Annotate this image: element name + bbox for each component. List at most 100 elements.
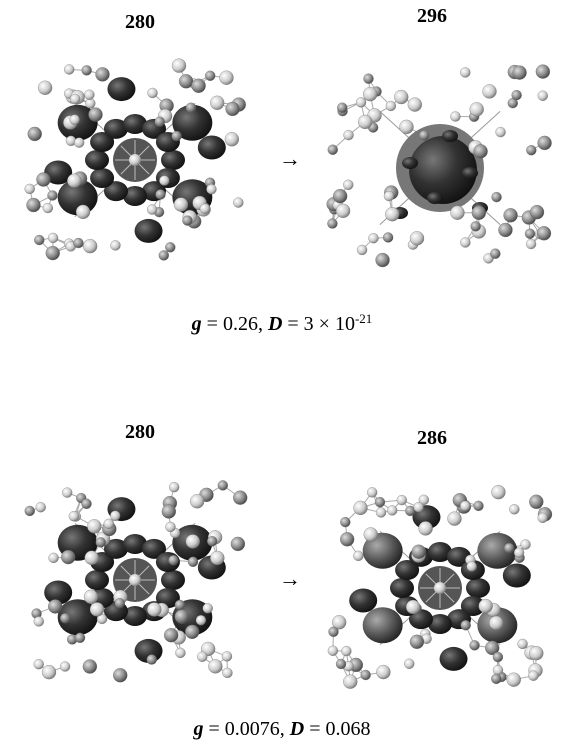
atom — [185, 102, 197, 113]
atom — [327, 218, 338, 229]
atom — [147, 602, 162, 617]
atom — [174, 599, 186, 611]
atom — [466, 561, 477, 572]
atom — [332, 615, 347, 630]
caption-part: D — [289, 718, 304, 740]
orbital-lobe — [402, 157, 418, 169]
atom — [340, 516, 351, 528]
atom — [221, 651, 233, 662]
atom — [495, 126, 506, 138]
atom — [74, 137, 85, 148]
atom — [394, 89, 409, 105]
orbital-lobe — [428, 542, 452, 562]
atom — [491, 191, 502, 203]
atom — [34, 234, 45, 246]
atom — [525, 238, 537, 250]
molecule — [24, 480, 248, 683]
orbital-lobe — [104, 118, 128, 139]
atom — [189, 494, 205, 509]
atom — [327, 144, 338, 155]
arrow: → — [279, 146, 301, 171]
atom — [74, 632, 86, 643]
metal-atom — [129, 154, 141, 166]
atom — [396, 494, 407, 506]
atom — [485, 640, 500, 656]
atom — [48, 599, 63, 614]
atom — [407, 97, 422, 112]
metal-atom — [434, 582, 446, 594]
orbital-lobe — [85, 150, 109, 170]
atom — [473, 500, 484, 512]
atom — [27, 126, 42, 142]
orbital-lobe — [161, 150, 185, 170]
atom — [187, 556, 199, 567]
orbital-lobe — [477, 532, 518, 569]
atom — [471, 205, 486, 220]
atom — [164, 628, 179, 643]
atom — [536, 226, 552, 241]
atom — [343, 179, 354, 190]
atom — [333, 188, 348, 204]
atom — [404, 658, 415, 669]
atom — [154, 116, 165, 127]
orbital-lobe — [466, 578, 490, 598]
atom — [368, 233, 379, 244]
orbital-lobe — [447, 546, 471, 567]
orbital-lobe — [409, 609, 433, 630]
orbital-lobe — [502, 563, 531, 588]
atom — [520, 539, 531, 550]
atom — [95, 537, 106, 548]
orbital-lobe — [362, 532, 403, 569]
atom — [447, 511, 462, 526]
atom — [59, 661, 71, 672]
atom — [185, 534, 200, 549]
orbital-lobe — [172, 104, 213, 141]
caption: g = 0.0076, D = 0.068 — [192, 718, 370, 740]
atom — [165, 242, 176, 253]
atom — [517, 638, 528, 650]
atom — [490, 248, 501, 259]
atom — [524, 228, 536, 239]
orbital-lobe — [161, 570, 185, 590]
atom — [537, 512, 548, 523]
atom — [413, 502, 424, 513]
atom — [146, 654, 157, 665]
atom — [24, 183, 35, 195]
atom — [113, 668, 128, 683]
atom — [375, 507, 387, 518]
atom — [358, 114, 373, 130]
atom — [207, 536, 218, 547]
atom — [385, 100, 396, 112]
atom — [47, 232, 59, 244]
orbital-lobe — [107, 77, 136, 102]
atom — [205, 70, 216, 81]
atom — [45, 245, 60, 261]
atom — [155, 189, 166, 200]
atom — [174, 609, 189, 624]
atom — [233, 197, 244, 208]
atom — [360, 669, 371, 681]
atom — [197, 651, 208, 662]
atom — [356, 244, 368, 256]
atom — [478, 598, 493, 614]
atom — [147, 87, 158, 99]
orbital-lobe — [134, 218, 163, 243]
atom — [217, 480, 228, 491]
atom — [535, 64, 551, 79]
atom — [367, 487, 378, 498]
atom — [42, 202, 53, 214]
caption: g = 0.26, D = 3 × 10-21 — [191, 311, 373, 336]
atom — [146, 204, 158, 215]
orbital-lobe — [123, 114, 147, 134]
atom — [69, 114, 80, 125]
atom — [513, 547, 525, 558]
atom — [383, 190, 395, 202]
atom — [374, 496, 386, 508]
atom — [87, 519, 102, 534]
atom — [340, 532, 355, 547]
atom — [473, 144, 488, 159]
atom — [512, 65, 527, 80]
atom — [387, 505, 398, 516]
orbital-lobe — [395, 560, 420, 580]
atom — [469, 640, 480, 651]
